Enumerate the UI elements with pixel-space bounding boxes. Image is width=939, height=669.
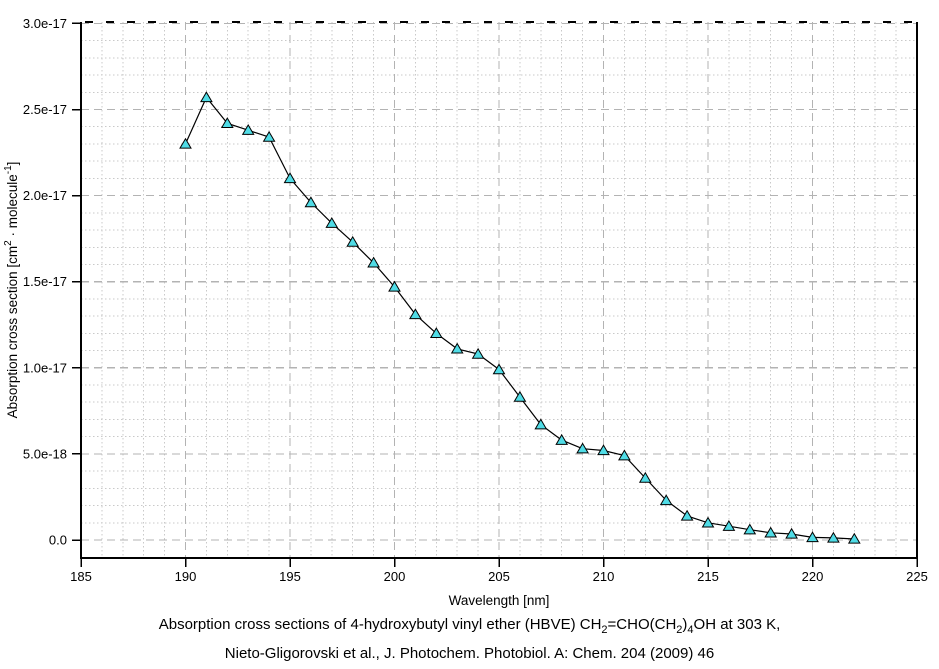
- data-point-marker: [555, 433, 569, 445]
- data-point-marker: [638, 471, 652, 483]
- axes: [80, 21, 918, 559]
- data-point-marker: [367, 256, 380, 268]
- data-point-marker: [429, 327, 443, 339]
- x-tick-label: 190: [175, 569, 197, 584]
- x-tick-label: 195: [279, 569, 301, 584]
- data-point-marker: [618, 449, 631, 461]
- data-point-marker: [200, 91, 213, 103]
- y-tick-label: 0.0: [49, 533, 67, 548]
- axis-labels: 185 190 195 200 205 210 215 220 225 3.0e-17 2.5e-1…: [3, 16, 928, 608]
- caption-line-2: Nieto-Gligorovski et al., J. Photochem. …: [224, 645, 715, 662]
- major-gridlines: [81, 22, 917, 558]
- data-point-marker: [534, 418, 548, 430]
- y-tick-label: 5.0e-18: [23, 446, 67, 461]
- data-series: [179, 91, 861, 544]
- caption-subscript: 2: [676, 624, 683, 636]
- caption-subscript: 4: [687, 624, 694, 636]
- data-point-marker: [827, 531, 840, 543]
- y-tick-label: 2.0e-17: [23, 188, 67, 203]
- caption-text: Absorption cross sections of 4-hydroxybu…: [158, 616, 602, 633]
- data-point-marker: [659, 494, 673, 506]
- data-point-marker: [220, 117, 234, 128]
- y-tick-label: 1.0e-17: [23, 360, 67, 375]
- data-point-marker: [785, 527, 798, 539]
- data-point-marker: [450, 342, 464, 354]
- data-point-marker: [806, 531, 819, 543]
- data-point-marker: [409, 308, 422, 320]
- data-point-marker: [241, 123, 255, 135]
- data-point-marker: [701, 516, 715, 528]
- data-point-marker: [325, 216, 339, 228]
- axis-ticks: [72, 22, 918, 567]
- data-point-marker: [283, 172, 297, 184]
- data-point-marker: [847, 532, 861, 544]
- data-point-marker: [388, 280, 401, 292]
- caption-text: =CHO(CH: [607, 616, 677, 633]
- figure-caption: Absorption cross sections of 4-hydroxybu…: [0, 611, 939, 667]
- caption-line-1: Absorption cross sections of 4-hydroxybu…: [0, 611, 939, 640]
- x-tick-label: 225: [906, 569, 928, 584]
- data-point-marker: [576, 442, 589, 454]
- y-tick-label: 3.0e-17: [23, 16, 67, 31]
- data-point-marker: [743, 523, 757, 535]
- data-point-marker: [346, 235, 360, 247]
- x-tick-label: 200: [384, 569, 406, 584]
- data-point-marker: [492, 363, 506, 375]
- caption-subscript: 2: [601, 624, 608, 636]
- data-point-marker: [262, 130, 276, 142]
- data-point-marker: [764, 526, 778, 538]
- data-point-marker: [597, 444, 610, 456]
- x-tick-label: 210: [593, 569, 615, 584]
- x-tick-label: 205: [488, 569, 510, 584]
- y-tick-label: 1.5e-17: [23, 274, 67, 289]
- x-axis-title: Wavelength [nm]: [449, 593, 550, 608]
- x-tick-label: 185: [70, 569, 92, 584]
- data-point-marker: [304, 196, 318, 208]
- minor-gridlines: [81, 22, 917, 558]
- data-point-marker: [680, 509, 694, 521]
- x-tick-label: 220: [802, 569, 824, 584]
- data-point-marker: [471, 347, 485, 359]
- y-axis-title: Absorption cross section [cm2 · molecule…: [3, 162, 20, 419]
- data-point-marker: [722, 520, 736, 531]
- x-tick-label: 215: [697, 569, 719, 584]
- caption-text: OH at 303 K,: [693, 616, 781, 633]
- caption-text: ): [682, 616, 688, 633]
- y-tick-label: 2.5e-17: [23, 102, 67, 117]
- data-point-marker: [513, 390, 527, 402]
- absorption-cross-section-chart: 185 190 195 200 205 210 215 220 225 3.0e-17 2.5e-1…: [3, 16, 928, 608]
- data-point-marker: [179, 137, 192, 149]
